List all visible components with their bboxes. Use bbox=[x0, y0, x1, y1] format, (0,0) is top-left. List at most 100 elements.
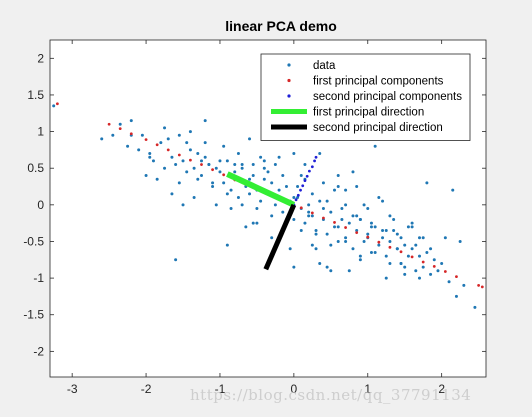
data-point bbox=[406, 225, 410, 229]
data-point bbox=[188, 148, 192, 152]
data-point bbox=[421, 236, 425, 240]
data-point bbox=[185, 141, 189, 145]
data-point bbox=[181, 203, 185, 207]
data-point bbox=[270, 214, 274, 218]
second-principal-components-point bbox=[299, 188, 302, 192]
data-point bbox=[270, 181, 274, 185]
data-point bbox=[369, 250, 373, 254]
data-point bbox=[196, 177, 200, 181]
data-point bbox=[126, 144, 130, 148]
data-point bbox=[325, 199, 329, 203]
first-principal-components-point bbox=[477, 284, 481, 287]
data-point bbox=[284, 185, 288, 189]
data-point bbox=[222, 181, 226, 185]
legend: data first principal components second pri… bbox=[260, 53, 471, 141]
data-point bbox=[351, 214, 355, 218]
data-point bbox=[410, 247, 414, 251]
data-point bbox=[214, 203, 218, 207]
data-point bbox=[233, 170, 237, 174]
data-point bbox=[344, 236, 348, 240]
data-point bbox=[395, 247, 399, 251]
data-point bbox=[344, 188, 348, 192]
data-point bbox=[148, 152, 152, 156]
y-tick-label: 0.5 bbox=[27, 161, 44, 175]
x-tick-label: 2 bbox=[438, 382, 445, 396]
data-point bbox=[281, 210, 285, 214]
data-point bbox=[203, 155, 207, 159]
data-point bbox=[273, 203, 277, 207]
data-point bbox=[52, 104, 56, 108]
legend-label-first-principal-components: first principal components bbox=[313, 76, 444, 88]
data-point bbox=[321, 207, 325, 210]
first-principal-components-point bbox=[366, 235, 370, 239]
data-point bbox=[259, 155, 263, 159]
data-point bbox=[299, 228, 303, 232]
data-point bbox=[318, 199, 322, 203]
data-point bbox=[340, 207, 344, 210]
data-point bbox=[196, 152, 200, 156]
data-point bbox=[344, 239, 348, 243]
data-point bbox=[225, 192, 229, 196]
data-point bbox=[199, 159, 203, 163]
second-principal-components-point bbox=[301, 184, 305, 188]
data-point bbox=[236, 152, 240, 156]
data-point bbox=[277, 155, 281, 159]
x-tick-label: -1 bbox=[215, 382, 226, 396]
first-principal-components-point bbox=[310, 211, 314, 215]
data-point bbox=[381, 199, 385, 203]
data-point bbox=[325, 265, 329, 269]
data-point bbox=[406, 254, 410, 258]
data-point bbox=[473, 305, 477, 309]
data-point bbox=[307, 210, 311, 214]
data-point bbox=[417, 236, 421, 240]
data-point bbox=[358, 254, 362, 258]
data-point bbox=[384, 254, 388, 258]
data-point bbox=[403, 265, 407, 269]
y-tick-label: 0 bbox=[37, 198, 44, 212]
data-point bbox=[355, 214, 359, 218]
data-point bbox=[270, 236, 274, 240]
second-principal-components-point bbox=[313, 159, 316, 163]
data-point bbox=[248, 137, 252, 141]
data-point bbox=[329, 243, 333, 247]
data-point bbox=[266, 170, 270, 174]
data-point bbox=[414, 269, 418, 273]
data-point bbox=[310, 192, 314, 196]
data-point bbox=[248, 192, 252, 196]
data-point bbox=[355, 228, 359, 232]
first-principal-components-point bbox=[344, 226, 347, 229]
data-point bbox=[307, 214, 311, 218]
data-point bbox=[166, 137, 170, 141]
data-point bbox=[229, 207, 233, 210]
data-point bbox=[170, 192, 174, 196]
data-point bbox=[417, 276, 421, 280]
data-point bbox=[303, 163, 307, 167]
data-point bbox=[222, 144, 226, 148]
x-tick-label: 0 bbox=[291, 382, 298, 396]
data-point bbox=[410, 225, 414, 229]
second-principal-components-point bbox=[294, 198, 298, 202]
data-point bbox=[240, 203, 244, 207]
second-principal-components-point bbox=[296, 193, 300, 197]
data-point bbox=[388, 214, 392, 218]
data-point bbox=[140, 133, 144, 137]
first-principal-components-point bbox=[129, 132, 133, 136]
chart-title: linear PCA demo bbox=[225, 18, 337, 34]
data-point bbox=[369, 221, 373, 225]
data-point bbox=[188, 130, 192, 134]
x-tick-label: -2 bbox=[141, 382, 152, 396]
data-point bbox=[185, 170, 189, 174]
data-point bbox=[384, 228, 388, 232]
data-point bbox=[273, 163, 277, 167]
data-point bbox=[233, 163, 237, 167]
data-point bbox=[373, 144, 377, 148]
second-principal-components-point bbox=[305, 174, 309, 178]
data-point bbox=[137, 148, 141, 152]
data-point bbox=[392, 228, 396, 232]
data-point bbox=[240, 166, 244, 170]
legend-label-first-principal-direction: first principal direction bbox=[313, 107, 424, 119]
data-point bbox=[388, 261, 392, 265]
data-point bbox=[259, 199, 263, 203]
first-principal-components-point bbox=[322, 216, 325, 220]
data-point bbox=[192, 166, 196, 170]
